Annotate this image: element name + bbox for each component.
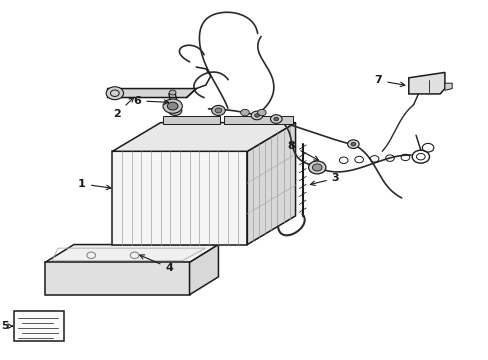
Polygon shape [163, 116, 220, 125]
Circle shape [240, 109, 249, 116]
Circle shape [169, 90, 176, 95]
Circle shape [251, 111, 262, 120]
Text: 2: 2 [113, 98, 133, 119]
Bar [14, 311, 64, 341]
Text: 5: 5 [1, 321, 12, 331]
Circle shape [254, 114, 259, 117]
Circle shape [347, 140, 358, 148]
Circle shape [257, 109, 265, 116]
Text: 3: 3 [310, 173, 339, 185]
Polygon shape [444, 83, 451, 90]
Text: 6: 6 [133, 96, 168, 106]
Polygon shape [107, 89, 196, 98]
Circle shape [106, 87, 123, 100]
Circle shape [308, 161, 325, 174]
Text: 8: 8 [287, 141, 318, 160]
Polygon shape [112, 123, 295, 151]
Circle shape [270, 115, 282, 123]
Circle shape [350, 142, 355, 146]
Circle shape [273, 117, 278, 121]
Circle shape [171, 108, 178, 113]
Polygon shape [224, 116, 292, 125]
Text: 1: 1 [78, 179, 111, 190]
Polygon shape [45, 244, 218, 262]
Circle shape [312, 164, 322, 171]
Polygon shape [408, 72, 444, 94]
Circle shape [215, 108, 222, 113]
Circle shape [167, 102, 178, 110]
Circle shape [211, 105, 225, 116]
Text: 4: 4 [140, 255, 173, 273]
Polygon shape [247, 123, 295, 244]
Polygon shape [45, 262, 189, 295]
Polygon shape [112, 151, 247, 244]
Circle shape [168, 105, 182, 116]
Text: 7: 7 [374, 76, 404, 86]
Polygon shape [189, 244, 218, 295]
Circle shape [163, 99, 182, 113]
